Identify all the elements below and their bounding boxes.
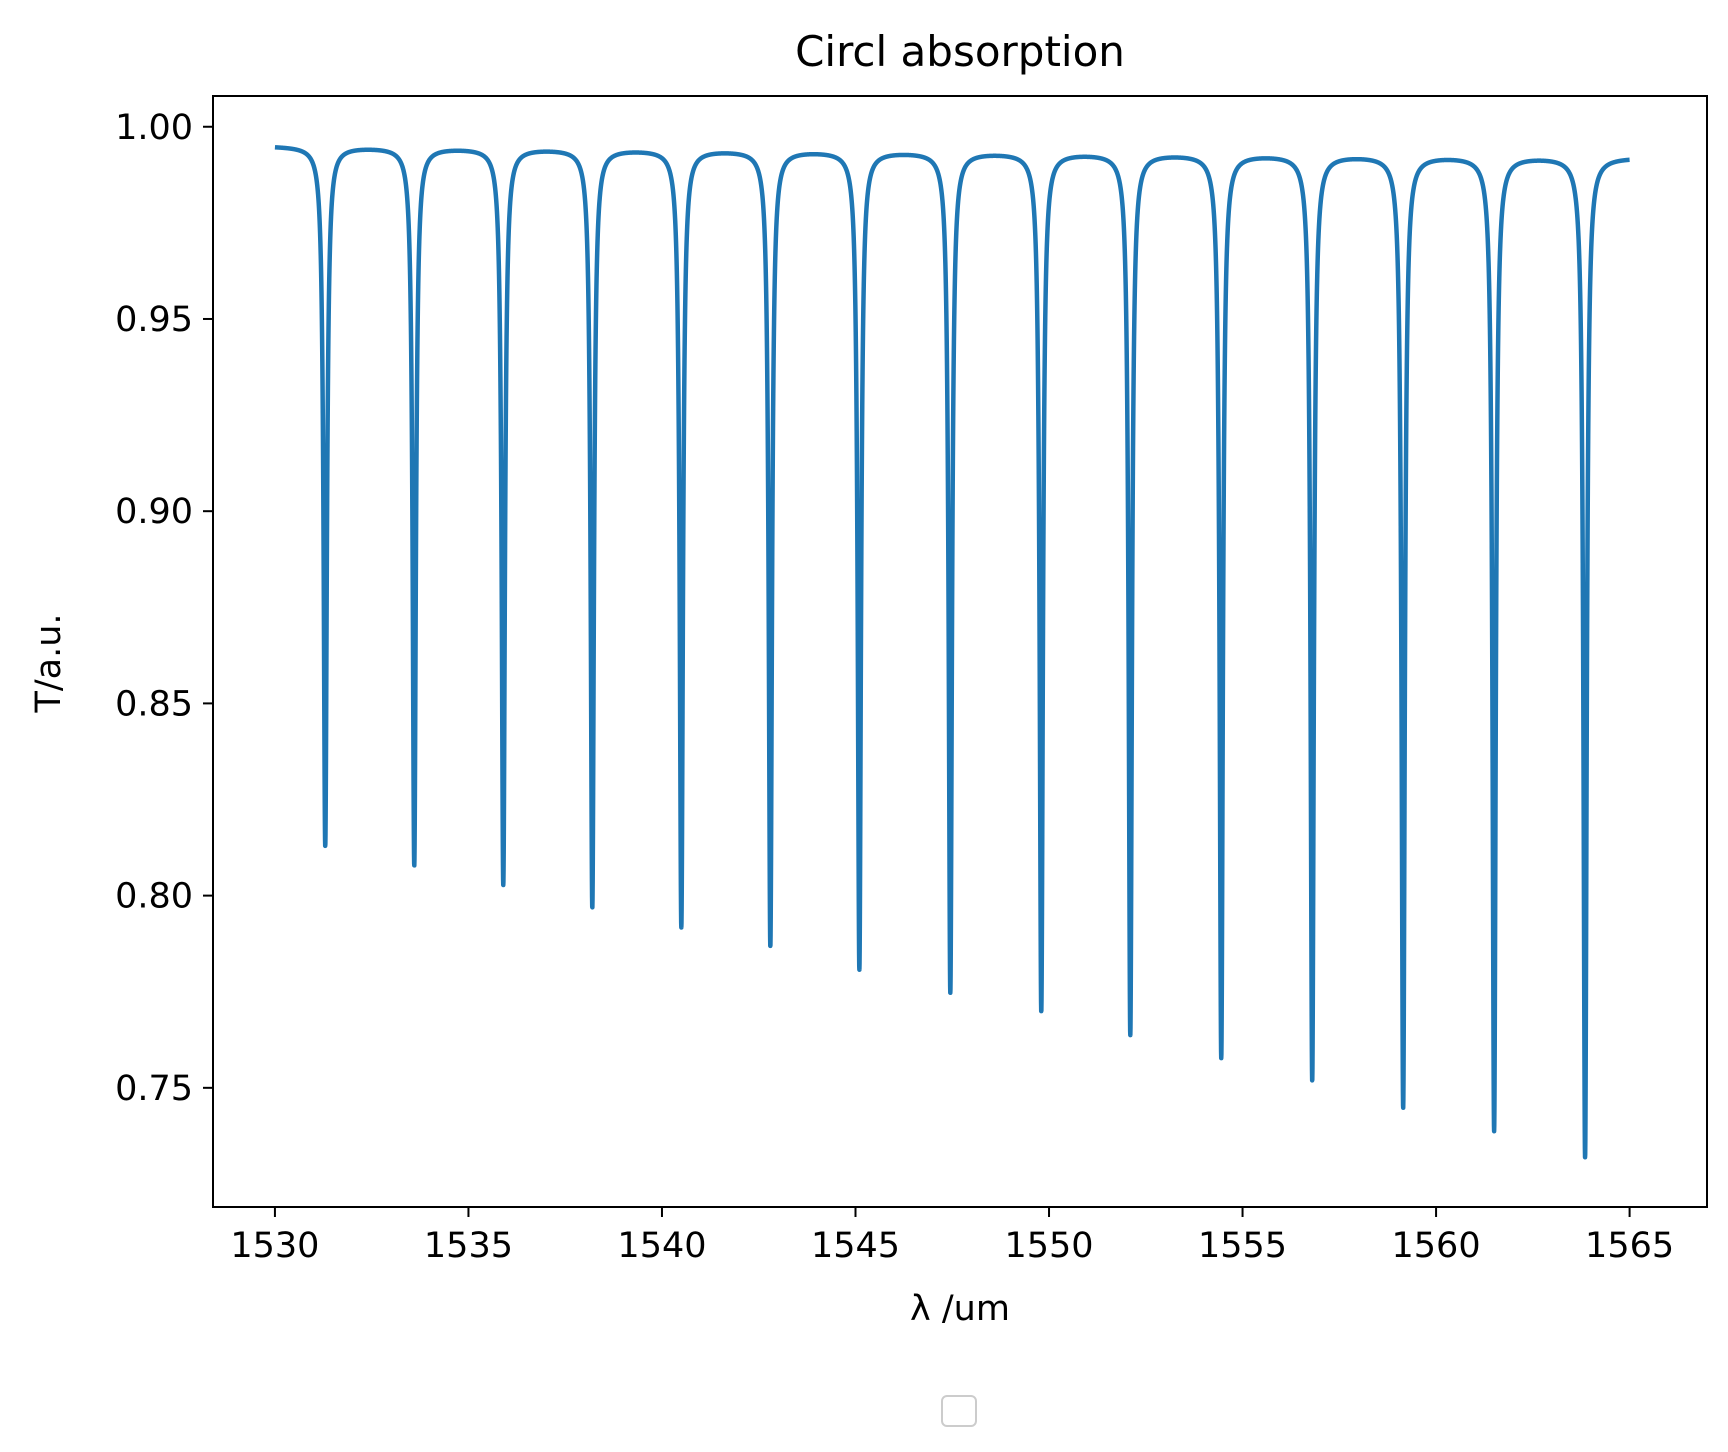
y-tick-label: 0.75	[115, 1069, 193, 1109]
x-tick-label: 1555	[1198, 1226, 1287, 1266]
x-tick-label: 1530	[230, 1226, 319, 1266]
axes-frame	[212, 95, 1708, 1208]
chart-title: Circl absorption	[795, 27, 1125, 76]
x-axis-label: λ /um	[910, 1289, 1010, 1329]
legend-box	[941, 1395, 977, 1427]
plot-area	[212, 95, 1708, 1208]
y-tick-label: 0.90	[115, 492, 193, 532]
plot-background	[213, 96, 1707, 1207]
y-axis: 1.00 0.95 0.90 0.85 0.80 0.75	[115, 108, 213, 1109]
x-tick-label: 1540	[617, 1226, 706, 1266]
x-tick-label: 1545	[811, 1226, 900, 1266]
x-tick-label: 1550	[1004, 1226, 1093, 1266]
y-axis-label: T/a.u.	[29, 613, 69, 713]
x-tick-label: 1535	[424, 1226, 513, 1266]
series-line	[272, 145, 1632, 1160]
y-tick-label: 1.00	[115, 108, 193, 148]
x-axis: 1530 1535 1540 1545 1550 1555 1560 1565	[230, 1207, 1674, 1266]
x-tick-label: 1560	[1392, 1226, 1481, 1266]
x-tick-label: 1565	[1585, 1226, 1674, 1266]
y-tick-label: 0.95	[115, 300, 193, 340]
y-tick-label: 0.85	[115, 684, 193, 724]
y-tick-label: 0.80	[115, 877, 193, 917]
